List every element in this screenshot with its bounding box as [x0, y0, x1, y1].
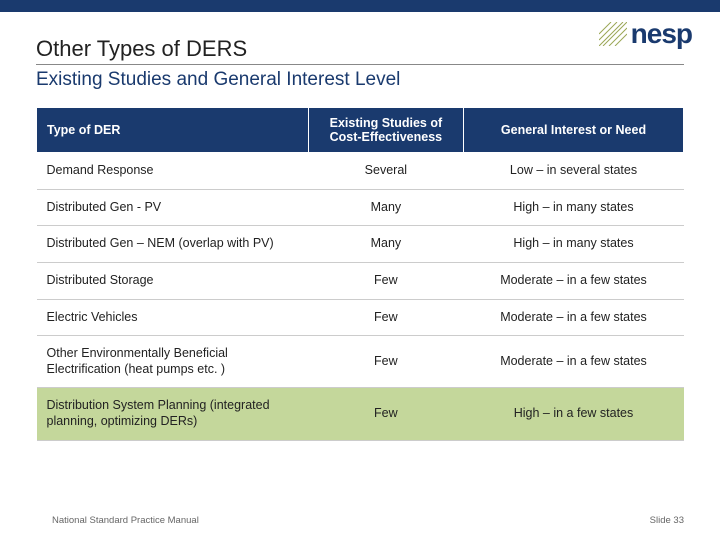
cell-type: Electric Vehicles — [37, 299, 309, 336]
table-container: Type of DER Existing Studies of Cost-Eff… — [0, 91, 720, 441]
brand-logo: nesp — [599, 18, 692, 50]
cell-type: Distributed Gen – NEM (overlap with PV) — [37, 226, 309, 263]
cell-type: Distributed Gen - PV — [37, 189, 309, 226]
table-row: Demand ResponseSeveralLow – in several s… — [37, 153, 684, 190]
cell-studies: Many — [308, 226, 463, 263]
slide-subtitle: Existing Studies and General Interest Le… — [36, 69, 684, 91]
cell-interest: High – in many states — [464, 226, 684, 263]
cell-studies: Few — [308, 262, 463, 299]
cell-interest: High – in a few states — [464, 388, 684, 440]
cell-studies: Few — [308, 336, 463, 388]
col-header-type: Type of DER — [37, 108, 309, 153]
col-header-interest: General Interest or Need — [464, 108, 684, 153]
cell-studies: Few — [308, 299, 463, 336]
col-header-studies: Existing Studies of Cost-Effectiveness — [308, 108, 463, 153]
footer-right: Slide 33 — [650, 515, 684, 526]
slide-title: Other Types of DERS — [36, 36, 684, 65]
cell-type: Demand Response — [37, 153, 309, 190]
slide-footer: National Standard Practice Manual Slide … — [0, 515, 720, 526]
cell-interest: Moderate – in a few states — [464, 336, 684, 388]
der-table: Type of DER Existing Studies of Cost-Eff… — [36, 107, 684, 441]
table-header-row: Type of DER Existing Studies of Cost-Eff… — [37, 108, 684, 153]
logo-hatch-icon — [599, 22, 627, 46]
table-row: Other Environmentally Beneficial Electri… — [37, 336, 684, 388]
table-row: Distributed Gen - PVManyHigh – in many s… — [37, 189, 684, 226]
table-row: Electric VehiclesFewModerate – in a few … — [37, 299, 684, 336]
cell-studies: Many — [308, 189, 463, 226]
cell-interest: High – in many states — [464, 189, 684, 226]
cell-interest: Low – in several states — [464, 153, 684, 190]
cell-studies: Few — [308, 388, 463, 440]
cell-type: Distribution System Planning (integrated… — [37, 388, 309, 440]
top-brand-bar — [0, 0, 720, 12]
logo-text: nesp — [631, 18, 692, 50]
footer-left: National Standard Practice Manual — [52, 515, 199, 526]
cell-interest: Moderate – in a few states — [464, 262, 684, 299]
table-row: Distributed StorageFewModerate – in a fe… — [37, 262, 684, 299]
table-row: Distribution System Planning (integrated… — [37, 388, 684, 440]
cell-type: Other Environmentally Beneficial Electri… — [37, 336, 309, 388]
cell-interest: Moderate – in a few states — [464, 299, 684, 336]
cell-type: Distributed Storage — [37, 262, 309, 299]
table-row: Distributed Gen – NEM (overlap with PV)M… — [37, 226, 684, 263]
cell-studies: Several — [308, 153, 463, 190]
